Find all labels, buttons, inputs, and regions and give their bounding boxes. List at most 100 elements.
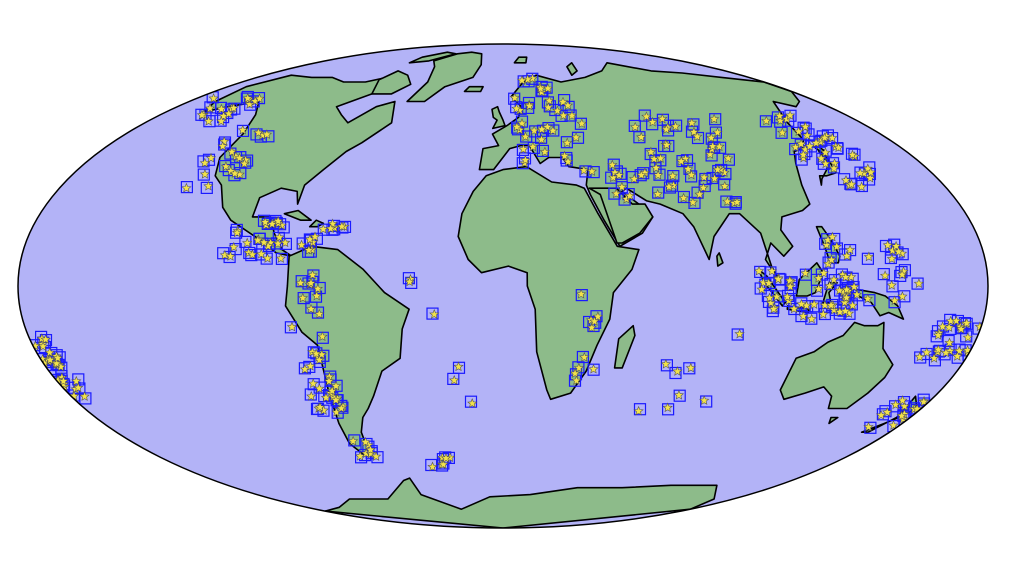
event-star-central-asia (661, 124, 672, 134)
event-star-indonesia (813, 283, 824, 294)
event-star-europe-mediterranean (520, 154, 531, 165)
event-star-japan-kuril (846, 179, 857, 189)
event-star-philippines-png (827, 231, 838, 242)
event-star-vanuatu-fiji (962, 332, 973, 342)
event-star-tonga-kermadec (37, 341, 49, 351)
event-star-iran-himalaya (611, 188, 622, 199)
event-star-vanuatu-fiji (933, 344, 944, 355)
station-box-europe-mediterranean (560, 136, 574, 149)
event-star-europe-mediterranean (536, 134, 547, 145)
event-star-europe-mediterranean (562, 156, 574, 167)
event-star-caribbean (296, 239, 307, 250)
station-box-iran-himalaya (729, 197, 742, 210)
event-star-alaska-aleutians (216, 115, 227, 126)
event-star-alaska-aleutians (254, 93, 265, 104)
event-star-andes (297, 292, 308, 303)
event-star-mexico-central-america (219, 249, 230, 260)
station-box-europe-mediterranean (555, 109, 568, 123)
event-star-iran-himalaya (698, 182, 709, 193)
event-star-philippines-png (849, 281, 860, 292)
station-box-mid-atlantic (452, 361, 466, 374)
station-box-indonesia (818, 307, 832, 321)
event-star-central-asia (676, 156, 687, 166)
event-star-alaska-aleutians (223, 108, 234, 119)
event-star-europe-mediterranean (527, 73, 538, 83)
station-box-philippines-png (886, 280, 899, 293)
event-star-philippines-png (896, 269, 908, 280)
event-star-mid-atlantic (453, 361, 464, 372)
event-star-philippines-png (893, 246, 904, 257)
event-star-western-north-america (199, 169, 211, 179)
station-box-andes (336, 401, 349, 414)
event-star-indonesia (798, 310, 809, 321)
event-star-iran-himalaya (629, 173, 640, 184)
event-star-alaska-aleutians (216, 103, 227, 114)
event-star-tonga-kermadec (73, 382, 84, 393)
event-star-new-zealand (863, 421, 874, 432)
station-box-mexico-central-america (230, 226, 243, 239)
event-star-andes (311, 348, 322, 359)
station-box-iran-himalaya (718, 178, 731, 191)
event-star-indonesia (824, 280, 835, 291)
event-star-andes (327, 385, 338, 396)
station-box-europe-mediterranean (562, 100, 575, 114)
event-star-new-zealand (888, 420, 899, 430)
event-star-alaska-aleutians (204, 103, 216, 113)
event-star-japan-kuril (820, 158, 831, 169)
event-star-philippines-png (841, 284, 852, 295)
event-star-japan-kuril (798, 149, 809, 160)
station-box-western-north-america (197, 168, 210, 181)
station-box-iran-himalaya (653, 168, 666, 181)
event-star-indian-ocean (734, 328, 745, 339)
event-star-philippines-png (913, 278, 925, 289)
station-box-vanuatu-fiji (914, 351, 927, 364)
event-star-mexico-central-america (252, 235, 263, 245)
event-star-vanuatu-fiji (944, 337, 955, 348)
event-star-iran-himalaya (699, 172, 710, 182)
station-box-iran-himalaya (699, 172, 712, 186)
event-star-europe-mediterranean (520, 131, 531, 142)
station-box-japan-kuril (759, 115, 773, 128)
event-star-east-africa (592, 311, 604, 322)
station-box-europe-mediterranean (547, 124, 560, 137)
event-star-andes (305, 360, 316, 371)
event-star-andes (330, 380, 342, 391)
event-star-iran-himalaya (719, 180, 730, 191)
event-star-iran-himalaya (613, 169, 625, 180)
event-star-central-asia (706, 132, 717, 143)
event-star-philippines-png (851, 289, 862, 300)
event-star-indian-ocean (660, 358, 671, 369)
event-star-europe-mediterranean (544, 95, 555, 106)
event-star-new-zealand (899, 401, 910, 411)
station-box-japan-kuril (831, 142, 844, 155)
event-star-vanuatu-fiji (956, 323, 967, 334)
event-star-iran-himalaya (663, 181, 675, 192)
event-star-mexico-central-america (256, 248, 267, 259)
event-star-philippines-png (882, 239, 893, 250)
event-star-philippines-png (886, 280, 897, 290)
event-star-andes (306, 391, 317, 401)
event-star-mexico-central-america (258, 237, 270, 247)
station-box-alaska-aleutians (195, 108, 208, 121)
event-star-japan-kuril (865, 172, 876, 183)
event-star-andes (317, 331, 328, 342)
event-star-western-north-america (217, 141, 228, 151)
event-star-europe-mediterranean (578, 165, 589, 175)
station-box-iran-himalaya (608, 187, 621, 200)
event-star-western-north-america (226, 146, 237, 157)
station-box-new-zealand (864, 421, 877, 434)
event-star-scotia-arc (427, 461, 438, 472)
event-star-philippines-png (879, 270, 891, 281)
landmass-madagascar (613, 324, 636, 369)
station-box-indian-ocean (700, 395, 713, 408)
map-outline (17, 43, 989, 529)
event-star-iran-himalaya (650, 162, 662, 173)
event-star-central-asia (712, 127, 723, 137)
event-star-western-north-america (239, 158, 250, 169)
event-star-mid-atlantic (429, 309, 440, 319)
event-star-japan-kuril (820, 147, 831, 158)
station-box-europe-mediterranean (508, 92, 521, 105)
station-box-central-asia (669, 119, 683, 132)
landmass-novaya-zemlya (566, 62, 578, 76)
